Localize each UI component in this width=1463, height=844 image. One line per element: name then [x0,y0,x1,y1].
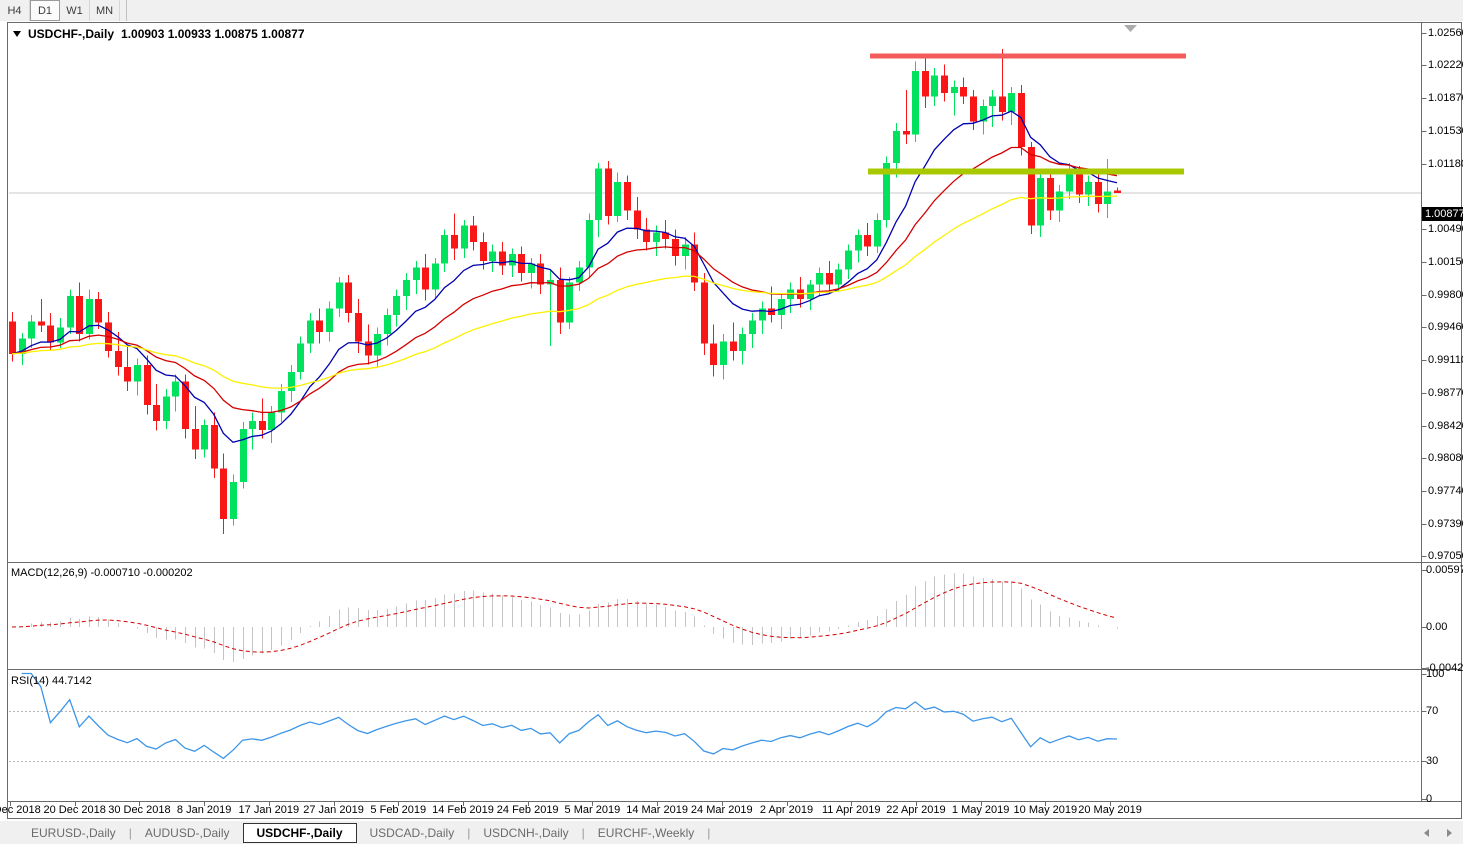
chart-title: USDCHF-,Daily 1.00903 1.00933 1.00875 1.… [13,27,305,41]
date-tick-label: 2 Apr 2019 [759,804,814,816]
tab-scroll-buttons [1421,827,1463,839]
price-tick-label: 1.00490 [1428,223,1463,236]
date-tick-label: 27 Jan 2019 [303,804,364,816]
date-tick-label: 1 May 2019 [951,804,1010,816]
tab-eurusd-daily[interactable]: EURUSD-,Daily [31,825,116,840]
tab-usdcad-daily[interactable]: USDCAD-,Daily [369,825,455,840]
rsi-tick-label: 100 [1426,667,1445,680]
support-line [868,168,1184,175]
date-tick-label: 17 Jan 2019 [238,804,300,816]
tab-eurchf-weekly[interactable]: EURCHF-,Weekly [597,825,695,840]
date-tick-label: 11 Apr 2019 [821,804,881,816]
tab-usdcnh-daily[interactable]: USDCNH-,Daily [483,825,569,840]
left-arrow-icon [1424,828,1429,837]
chart-tabs-bar: EURUSD-,Daily AUDUSD-,Daily USDCHF-,Dail… [0,820,1463,844]
macd-histogram [22,573,1118,662]
timeframe-h4-button[interactable]: H4 [0,0,30,21]
timeframe-d1-button[interactable]: D1 [30,0,60,21]
macd-signal-line [11,581,1118,653]
rsi-line [21,672,1118,760]
candles-layer [9,49,1121,535]
ma-medium-line [11,146,1118,414]
rsi-tick-label: 70 [1426,705,1439,717]
date-tick-label: 8 Jan 2019 [176,804,232,816]
date-tick-label: 24 Feb 2019 [496,804,559,816]
date-tick-label: 14 Feb 2019 [432,804,494,816]
date-tick-label: 24 Mar 2019 [690,804,753,816]
price-tick-label: 1.02560 [1428,27,1463,39]
timeframe-w1-button[interactable]: W1 [60,0,90,21]
tab-separator [707,826,710,840]
macd-panel-label: MACD(12,26,9) -0.000710 -0.000202 [11,567,193,579]
tab-scroll-left-button[interactable] [1421,827,1433,839]
tab-audusd-daily[interactable]: AUDUSD-,Daily [144,825,230,840]
macd-tick-label: -0.004243 [1426,661,1463,674]
chart-ohlc-values: 1.00903 1.00933 1.00875 1.00877 [121,27,305,41]
ma-slow-line [11,195,1118,389]
scroll-to-end-marker-icon [1124,25,1137,32]
toolbar-separator [126,0,127,21]
date-tick-label: 11 Dec 2018 [0,804,41,816]
rsi-panel-label: RSI(14) 44.7142 [11,675,92,687]
rsi-tick-label: 0 [1426,792,1433,805]
price-tick-label: 1.01870 [1428,92,1463,105]
chart-plot-area[interactable] [0,21,1463,820]
date-tick-label: 30 Dec 2018 [108,804,171,816]
price-tick-label: 1.01530 [1428,124,1463,137]
date-tick-label: 5 Mar 2019 [564,804,621,816]
right-arrow-icon [1447,828,1452,837]
macd-tick-label: 0.00 [1426,621,1448,633]
date-tick-label: 14 Mar 2019 [626,804,688,816]
price-tick-label: 1.01180 [1428,157,1463,170]
date-tick-label: 10 May 2019 [1013,804,1078,816]
date-tick-label: 5 Feb 2019 [370,804,427,816]
date-tick-label: 22 Apr 2019 [886,804,946,816]
date-tick-label: 20 Dec 2018 [43,804,106,816]
tab-scroll-right-button[interactable] [1443,827,1455,839]
chart-window: USDCHF-,Daily 1.00903 1.00933 1.00875 1.… [0,21,1463,820]
chart-symbol-period: USDCHF-,Daily [28,27,115,41]
panel-frame [7,22,1462,819]
rsi-level-lines [9,711,1421,762]
price-tick-label: 1.02220 [1428,59,1463,72]
timeframe-toolbar: H4 D1 W1 MN [0,0,1463,22]
collapse-icon[interactable] [13,31,21,37]
timeframe-mn-button[interactable]: MN [90,0,120,21]
tab-usdchf-daily[interactable]: USDCHF-,Daily [242,822,357,843]
macd-tick-label: 0.00597 [1426,563,1463,576]
rsi-tick-label: 30 [1426,755,1439,767]
resistance-line [870,53,1186,59]
ma-fast-line [11,110,1118,444]
date-tick-label: 20 May 2019 [1078,804,1142,816]
current-price-badge: 1.00877 [1422,206,1463,221]
